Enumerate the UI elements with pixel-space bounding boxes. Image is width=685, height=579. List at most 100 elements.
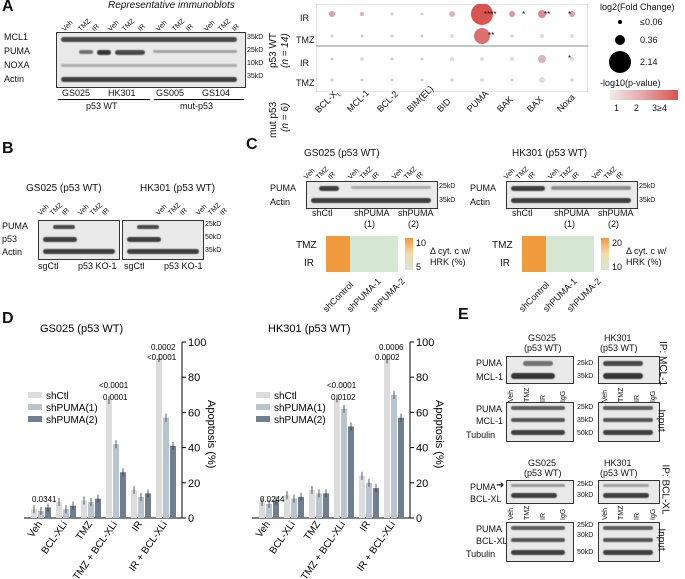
p-value: 0.0102 (331, 393, 356, 402)
p-value: 0.0002 (151, 343, 176, 352)
p-value: 0.0006 (379, 343, 404, 352)
c2-group-5: (2) (608, 219, 619, 229)
bar (384, 359, 390, 518)
dot-star-puma-ir: **** (484, 10, 497, 19)
legend-color-bar (610, 90, 678, 100)
bar (334, 398, 340, 518)
line-gs025: GS025 (62, 88, 91, 98)
y-tick-label: 0 (416, 513, 422, 525)
heatmap-2 (522, 236, 594, 272)
line-gs104: GS104 (202, 88, 231, 98)
blot-b-size-3: 35kD (205, 247, 222, 254)
dot-mark (420, 34, 424, 38)
blot-b-1 (38, 220, 120, 260)
blot-b-2 (122, 220, 204, 260)
blot-b-size-2: 50kD (205, 234, 222, 241)
panel-a-lane-labels: Veh TMZ IR Veh TMZ IR Veh TMZ IR Veh TMZ… (61, 17, 241, 33)
blot-c2-size-2: 35kD (639, 197, 656, 204)
bar (170, 445, 176, 518)
e2-label-puma: PUMA (470, 482, 497, 492)
dot-mark (390, 34, 394, 38)
dot-mark (510, 34, 514, 38)
x-tick-label: Veh (26, 519, 45, 539)
b-group-4: p53 KO-1 (164, 261, 203, 271)
blot-b-size-1: 25kD (205, 221, 222, 228)
e2i-label-puma: PUMA (476, 524, 503, 534)
dot-mark (390, 12, 394, 16)
e2-title-gs025-b: (p53 WT) (524, 468, 562, 478)
panel-d-label: D (2, 310, 14, 327)
bar (291, 498, 297, 518)
heat-cell (374, 236, 398, 254)
x-tick-label: TMZ (74, 519, 95, 542)
dot-mark (569, 11, 575, 17)
e-input-1: Input (655, 409, 667, 432)
bar (131, 489, 137, 518)
heat2-row-tmz: TMZ (492, 240, 513, 251)
dot-star-bax-ir: ** (544, 10, 551, 19)
heat-cell (522, 236, 546, 254)
bar (70, 505, 76, 518)
legend-swatch (28, 392, 42, 398)
chart-title: GS025 (p53 WT) (40, 323, 123, 335)
dot-mark (330, 34, 334, 38)
bar (323, 493, 329, 518)
blot-e-ip-mcl1-2 (598, 356, 660, 384)
heat-cell (350, 236, 374, 254)
e2-label-bclxl: BCL-XL (470, 494, 502, 504)
blot-a-label-actin: Actin (4, 74, 25, 84)
panel-c-label: C (246, 136, 258, 153)
dot-mark (570, 78, 574, 82)
e2i-size-2: 30kD (577, 532, 594, 539)
legend-swatch (256, 416, 270, 422)
x-tick-label: IR (358, 519, 373, 534)
e-title-gs025-b: (p53 WT) (524, 343, 562, 353)
blot-c2-label-puma: PUMA (470, 183, 497, 193)
panel-b-title-2: HK301 (p53 WT) (140, 183, 216, 194)
y-tick-label: 20 (416, 478, 428, 490)
dot-star-puma-tmz: ** (488, 31, 495, 40)
heat1-row-ir: IR (304, 258, 314, 269)
heat2-scale-lo: 10 (612, 262, 623, 272)
p-value: 0.0002 (375, 353, 400, 362)
legend-label: shPUMA(1) (274, 403, 326, 414)
heat-cell (326, 236, 350, 254)
dot-row-ir-mut: IR (300, 58, 309, 68)
e2i-label-bclxl: BCL-XL (476, 536, 508, 546)
bar (391, 394, 397, 518)
heat-cell (546, 254, 570, 272)
bar (31, 509, 37, 518)
blot-c1-size-2: 35kD (439, 197, 456, 204)
blot-a-size-4: 35kD (247, 73, 264, 80)
dot-mark (329, 11, 335, 17)
x-tick-label: IR (130, 519, 145, 534)
panel-b-lanes: Veh TMZ IR Veh TMZ IR Veh TMZ IR Veh TMZ… (37, 201, 229, 217)
legend-label: shPUMA(2) (46, 415, 98, 426)
y-tick-label: 20 (188, 478, 200, 490)
bar (259, 502, 265, 518)
y-tick-label: 60 (416, 407, 428, 419)
bar (341, 408, 347, 518)
dot-row-tmz-wt: TMZ (296, 35, 315, 45)
legend-size-1: ≤0.06 (640, 17, 663, 27)
b-group-1: sgCtl (38, 261, 59, 271)
e2i-size-1: 25kD (577, 522, 594, 529)
bar (88, 502, 94, 518)
dot-mark (450, 34, 454, 38)
c2-group-2: shPUMA (554, 208, 590, 218)
bar (366, 482, 372, 518)
panel-a-label: A (2, 0, 14, 15)
y-tick-label: 40 (416, 443, 428, 455)
group-mutp53: mut-p53 (180, 101, 214, 111)
dot-star-noxa-mut: * (568, 54, 572, 63)
heat1-col-labels: shControl shPUMA-1 shPUMA-2 (320, 276, 407, 314)
e1i-label-puma: PUMA (476, 404, 503, 414)
dot-mark (420, 78, 424, 82)
panel-c-title-2: HK301 (p53 WT) (512, 148, 588, 159)
heat-cell (326, 254, 350, 272)
dot-mark (474, 28, 490, 44)
blot-c1-label-puma: PUMA (270, 183, 297, 193)
legend-swatch (256, 392, 270, 398)
blot-a-label-noxa: NOXA (4, 60, 30, 70)
legend-label: shCtl (46, 391, 69, 402)
